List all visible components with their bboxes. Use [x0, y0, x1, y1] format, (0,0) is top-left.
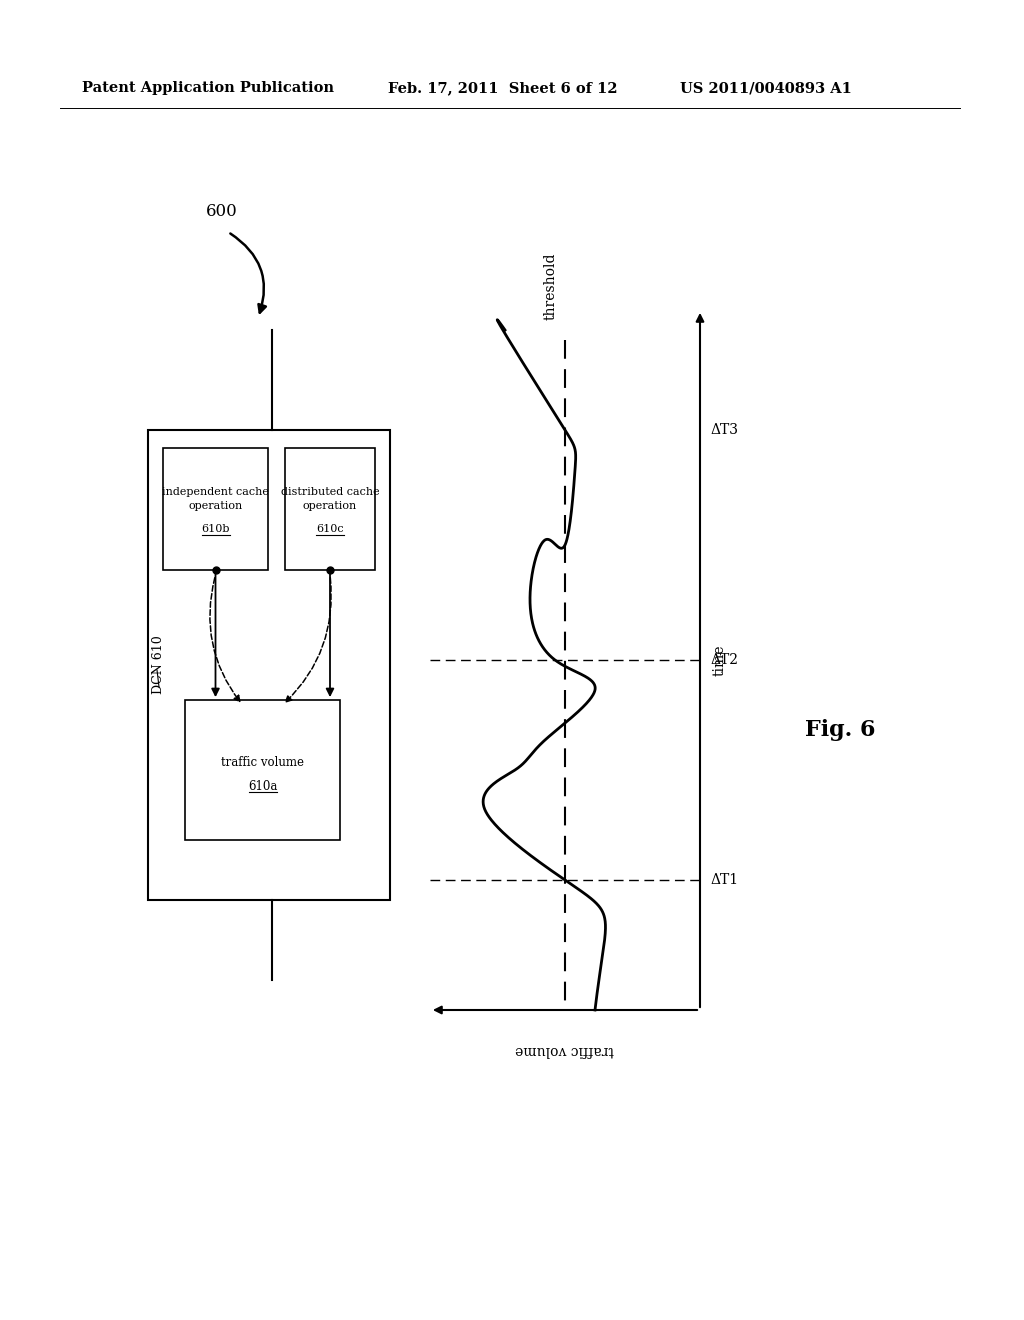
- Text: traffic volume: traffic volume: [221, 755, 304, 768]
- Text: time: time: [713, 644, 727, 676]
- Text: ΔT2: ΔT2: [710, 653, 738, 667]
- Text: 610b: 610b: [202, 524, 229, 535]
- Text: independent cache
operation: independent cache operation: [162, 487, 269, 511]
- Text: US 2011/0040893 A1: US 2011/0040893 A1: [680, 81, 852, 95]
- Text: distributed cache
operation: distributed cache operation: [281, 487, 379, 511]
- Text: Fig. 6: Fig. 6: [805, 719, 876, 741]
- Bar: [163, 447, 268, 570]
- Text: Feb. 17, 2011  Sheet 6 of 12: Feb. 17, 2011 Sheet 6 of 12: [388, 81, 617, 95]
- Text: traffic volume: traffic volume: [515, 1043, 614, 1057]
- Text: DCN 610: DCN 610: [152, 636, 165, 694]
- Text: 610a: 610a: [248, 780, 278, 792]
- Bar: [148, 430, 390, 900]
- Text: 600: 600: [206, 203, 238, 220]
- Text: threshold: threshold: [544, 252, 558, 319]
- Bar: [185, 700, 340, 840]
- Text: ΔT1: ΔT1: [710, 873, 738, 887]
- Text: 610c: 610c: [316, 524, 344, 535]
- Text: Patent Application Publication: Patent Application Publication: [82, 81, 334, 95]
- Text: ΔT3: ΔT3: [710, 422, 738, 437]
- Bar: [285, 447, 375, 570]
